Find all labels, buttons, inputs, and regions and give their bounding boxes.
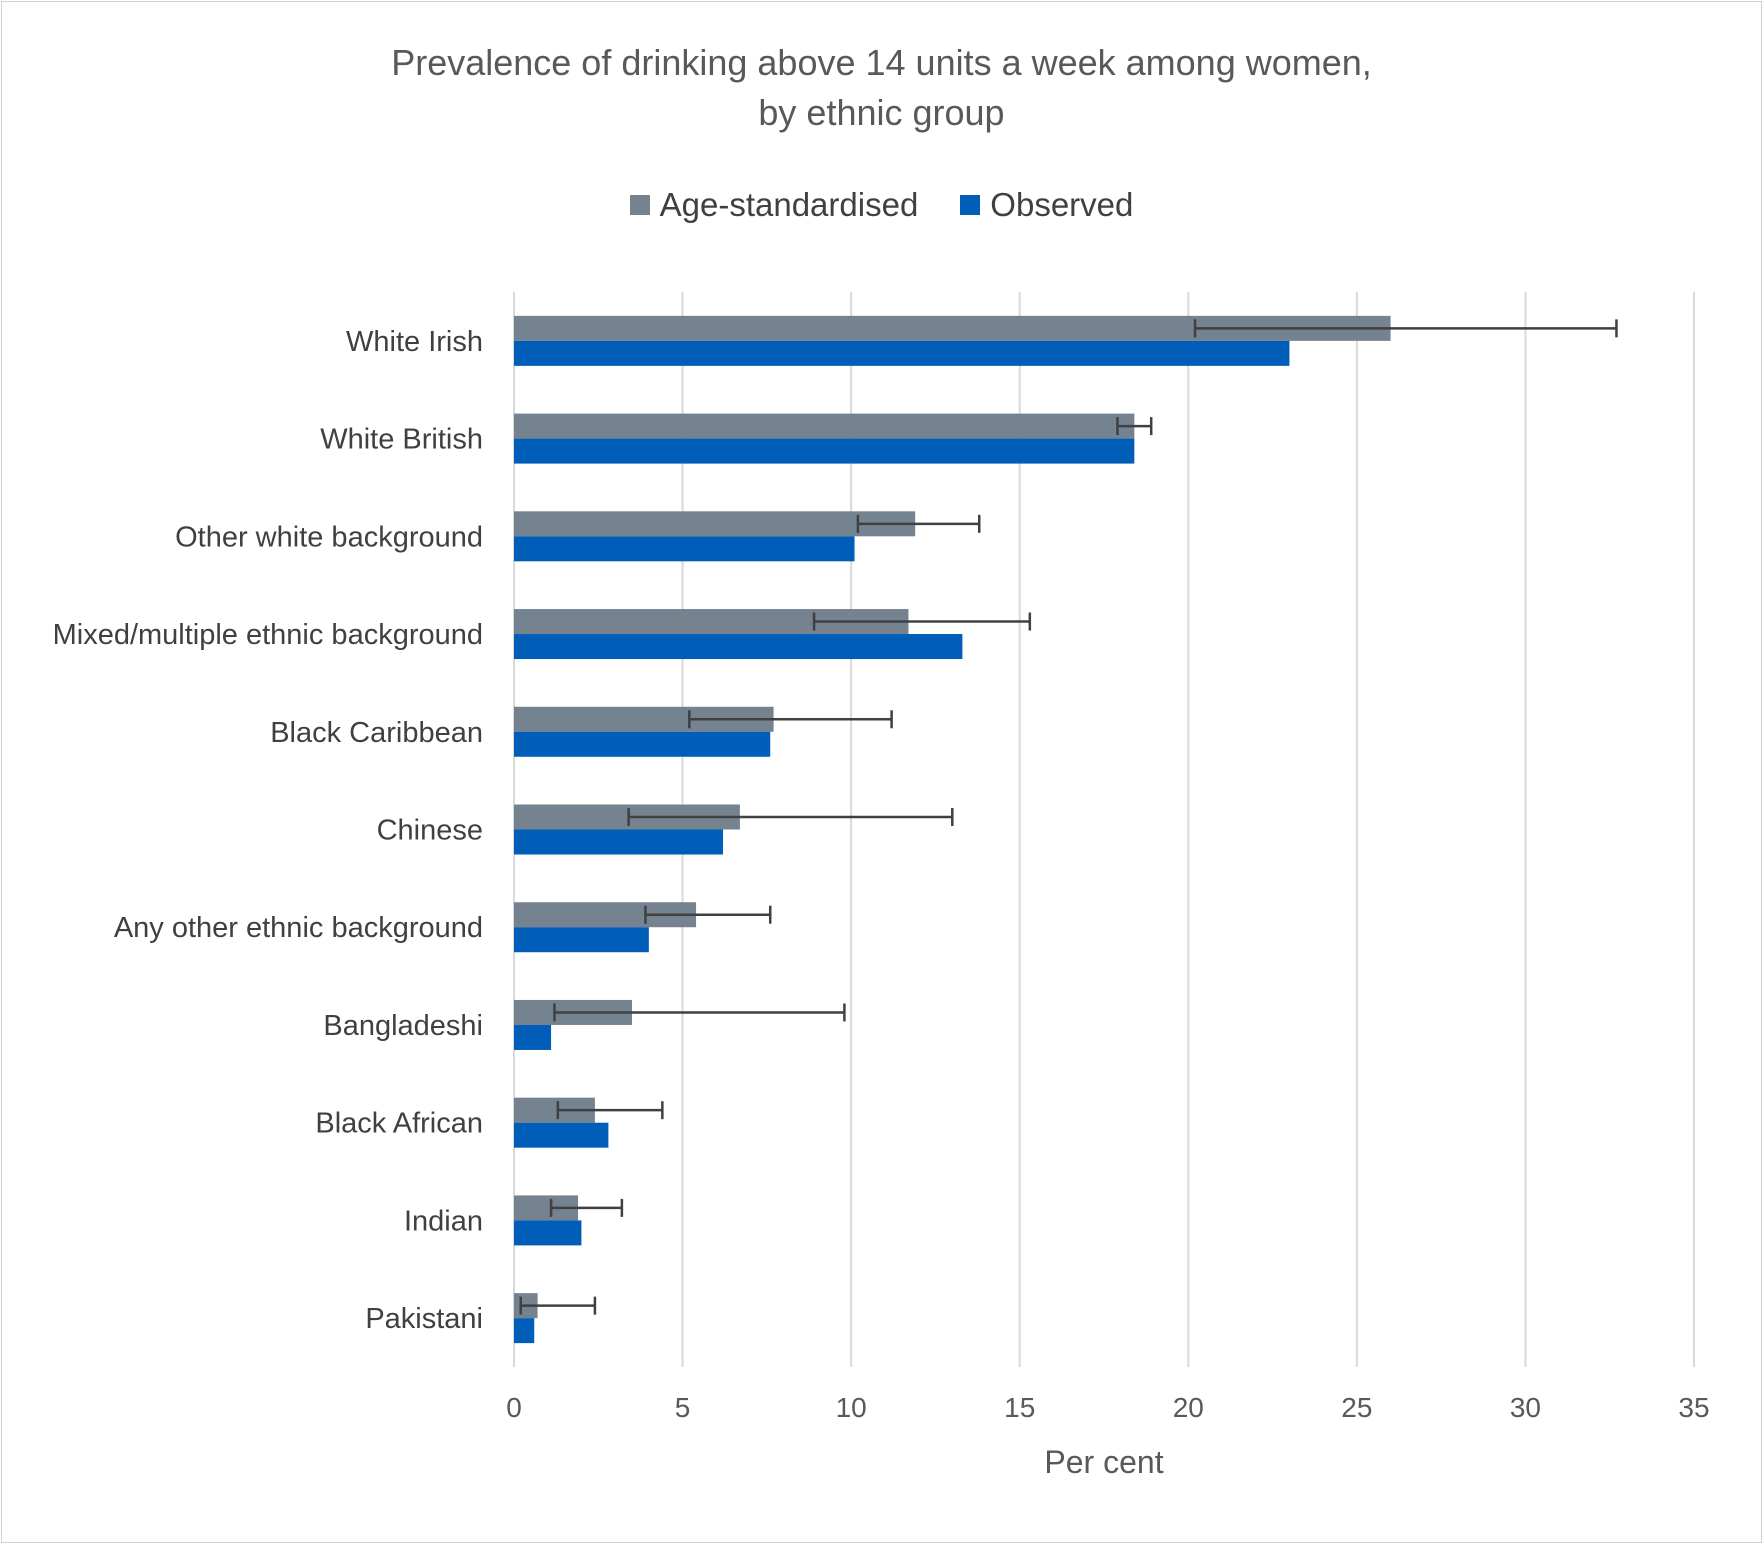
legend-label-observed: Observed (990, 186, 1134, 223)
category-label-white-british: White British (320, 424, 483, 456)
category-label-black-african: Black African (315, 1108, 483, 1140)
category-label-any-other-ethnic-background: Any other ethnic background (114, 912, 483, 944)
chart-title: Prevalence of drinking above 14 units a … (0, 38, 1763, 138)
bar-observed-bangladeshi (514, 1024, 552, 1050)
category-label-white-irish: White Irish (346, 326, 483, 358)
x-tick-label-15: 15 (1004, 1392, 1035, 1423)
bar-observed-pakistani (514, 1318, 535, 1344)
bar-observed-black-caribbean (514, 731, 771, 757)
legend-swatch-age-standardised (629, 195, 650, 215)
bar-observed-mixed-multiple-ethnic-background (514, 634, 963, 660)
category-label-black-caribbean: Black Caribbean (270, 717, 483, 749)
bar-age-standardised-other-white-background (514, 511, 916, 537)
category-label-bangladeshi: Bangladeshi (323, 1010, 483, 1042)
bar-observed-other-white-background (514, 536, 855, 562)
chart-title-line-1: Prevalence of drinking above 14 units a … (391, 42, 1372, 83)
legend-swatch-observed (960, 195, 981, 215)
bar-observed-white-british (514, 438, 1135, 464)
chart-legend: Age-standardised Observed (0, 186, 1763, 224)
bar-observed-black-african (514, 1122, 609, 1148)
category-label-pakistani: Pakistani (365, 1303, 483, 1335)
x-tick-label-10: 10 (836, 1392, 867, 1423)
x-tick-label-0: 0 (506, 1392, 522, 1423)
bar-observed-chinese (514, 829, 724, 855)
legend-item-age-standardised: Age-standardised (629, 186, 919, 224)
bar-age-standardised-white-british (514, 413, 1135, 439)
bar-observed-any-other-ethnic-background (514, 927, 649, 953)
bar-observed-indian (514, 1220, 582, 1246)
legend-item-observed: Observed (960, 186, 1133, 224)
x-tick-label-25: 25 (1341, 1392, 1372, 1423)
x-tick-label-30: 30 (1510, 1392, 1541, 1423)
category-label-other-white-background: Other white background (175, 521, 483, 553)
x-tick-label-5: 5 (675, 1392, 691, 1423)
category-label-mixed-multiple-ethnic-background: Mixed/multiple ethnic background (53, 619, 483, 651)
x-axis-title: Per cent (1044, 1444, 1163, 1480)
legend-label-age-standardised: Age-standardised (659, 186, 919, 223)
category-label-chinese: Chinese (377, 815, 483, 847)
x-tick-label-35: 35 (1678, 1392, 1709, 1423)
chart-title-line-2: by ethnic group (758, 92, 1005, 133)
x-tick-label-20: 20 (1173, 1392, 1204, 1423)
category-label-indian: Indian (404, 1205, 483, 1237)
bar-observed-white-irish (514, 340, 1290, 366)
